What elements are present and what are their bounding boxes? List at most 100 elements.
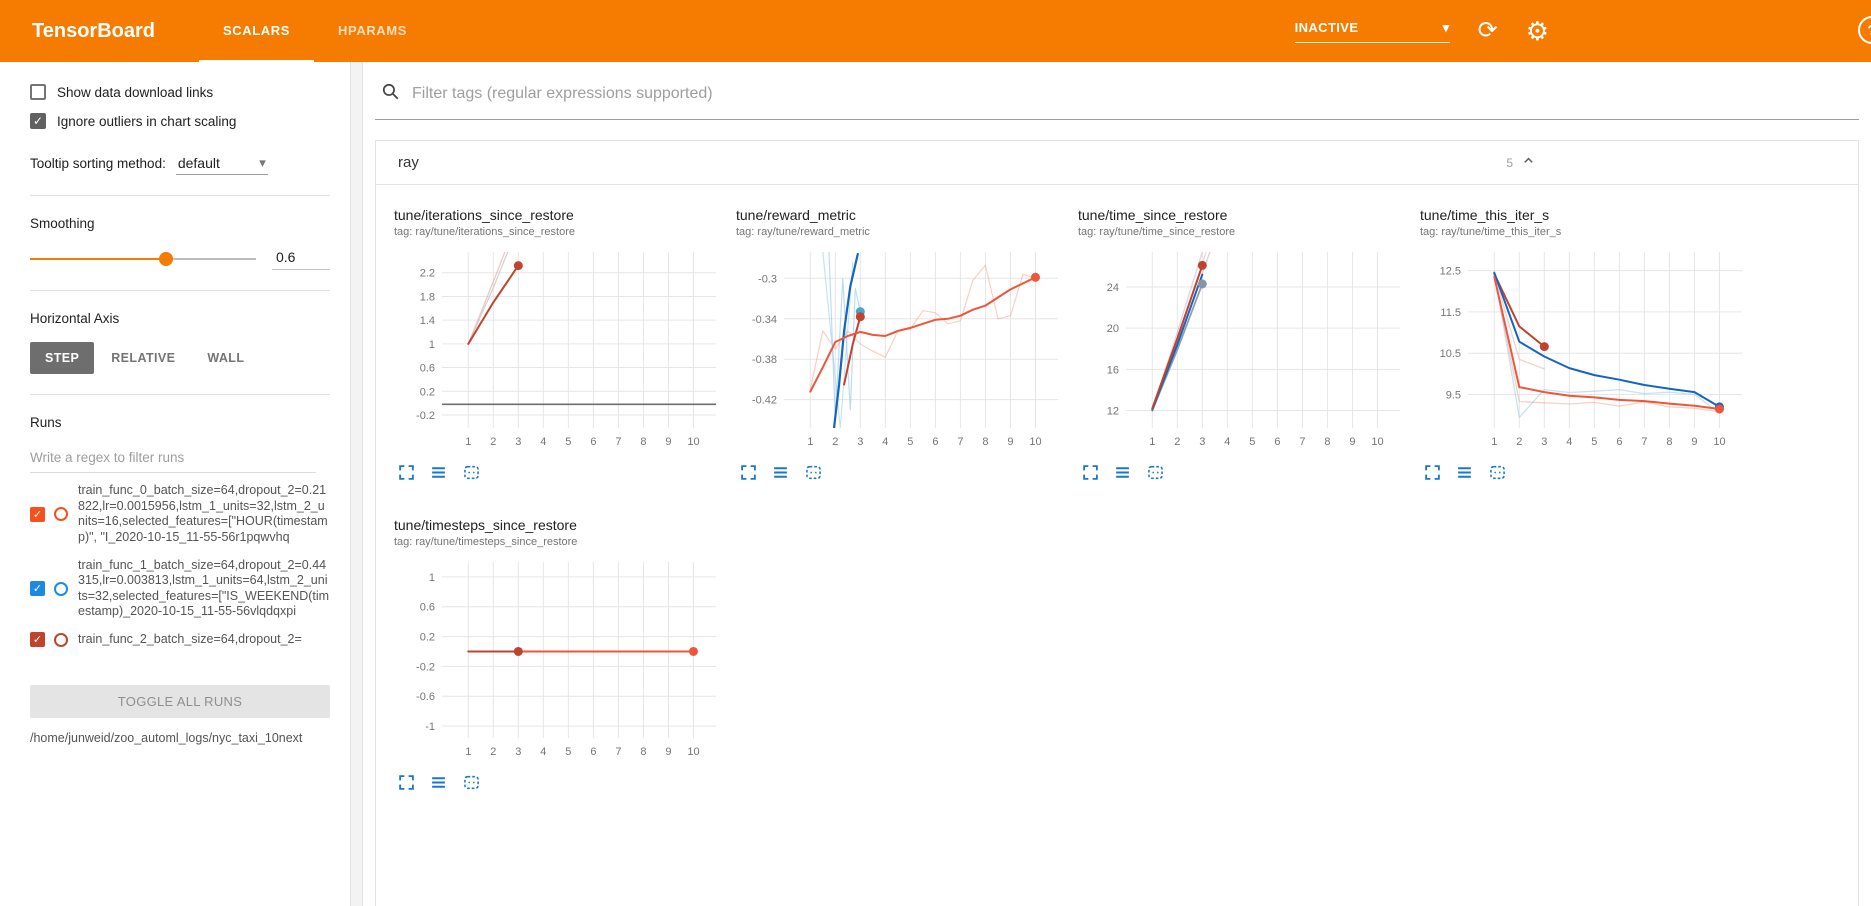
svg-text:6: 6 [1274, 436, 1280, 448]
runs-filter-input[interactable] [30, 446, 316, 473]
svg-text:7: 7 [1299, 436, 1305, 448]
tooltip-sorting-dropdown[interactable]: default [175, 153, 268, 175]
smoothing-slider-fill [30, 257, 166, 260]
chart-title: tune/time_this_iter_s [1420, 207, 1550, 223]
runs-menu-icon[interactable] [430, 774, 447, 791]
svg-text:10: 10 [1713, 436, 1725, 448]
fit-domain-icon[interactable] [1488, 464, 1507, 481]
card-collapse-control[interactable]: 5 [1506, 153, 1536, 173]
svg-text:16: 16 [1107, 364, 1119, 376]
svg-text:9: 9 [1007, 436, 1013, 448]
run-radio[interactable] [54, 507, 68, 522]
svg-text:1: 1 [807, 436, 813, 448]
svg-text:2: 2 [1174, 436, 1180, 448]
app-title: TensorBoard [32, 19, 155, 42]
run-radio[interactable] [54, 632, 68, 647]
runs-menu-icon[interactable] [1456, 464, 1473, 481]
chart-title: tune/timesteps_since_restore [394, 517, 577, 533]
refresh-icon[interactable] [1478, 19, 1498, 43]
ray-card-header[interactable]: ray 5 [376, 141, 1858, 185]
svg-text:6: 6 [932, 436, 938, 448]
svg-text:6: 6 [590, 746, 596, 758]
svg-text:5: 5 [1249, 436, 1255, 448]
svg-text:6: 6 [1616, 436, 1622, 448]
axis-wall-button[interactable]: WALL [207, 351, 245, 365]
tag-filter-input[interactable] [410, 84, 1853, 104]
expand-chart-icon[interactable] [398, 464, 415, 481]
svg-text:4: 4 [1224, 436, 1230, 448]
run-item: train_func_0_batch_size=64,dropout_2=0.2… [30, 483, 350, 546]
axis-step-button[interactable]: STEP [30, 342, 95, 374]
run-name: train_func_1_batch_size=64,dropout_2=0.4… [78, 557, 330, 619]
svg-text:1.4: 1.4 [420, 315, 435, 327]
smoothing-slider[interactable] [30, 251, 256, 266]
svg-text:0.2: 0.2 [420, 632, 435, 644]
runs-menu-icon[interactable] [430, 464, 447, 481]
chart-plot[interactable]: 1 2 3 4 5 6 7 8 9 10 9.5 10.5 11.5 12.5 [1420, 244, 1756, 454]
ignore-outliers-row[interactable]: Ignore outliers in chart scaling [30, 113, 350, 129]
main-layout: Show data download links Ignore outliers… [0, 62, 1871, 906]
chart-plot[interactable]: 1 2 3 4 5 6 7 8 9 10 -0.42 -0.38 -0.34 -0.3 [736, 244, 1072, 454]
svg-text:-0.2: -0.2 [416, 661, 435, 673]
svg-text:7: 7 [957, 436, 963, 448]
chart-plot[interactable]: 1 2 3 4 5 6 7 8 9 10 -1 -0.6 -0.2 0.2 0.6 1 [394, 554, 730, 764]
expand-chart-icon[interactable] [398, 774, 415, 791]
runs-menu-icon[interactable] [772, 464, 789, 481]
tooltip-sorting-label: Tooltip sorting method: [30, 155, 166, 171]
ignore-outliers-checkbox[interactable] [30, 113, 46, 129]
run-checkbox[interactable] [30, 506, 45, 522]
chart-card: tune/timesteps_since_restore tag: ray/tun… [394, 517, 730, 791]
svg-text:12.5: 12.5 [1440, 266, 1461, 278]
chart-toolbar [394, 464, 730, 481]
svg-text:4: 4 [882, 436, 888, 448]
log-directory-path: /home/junweid/zoo_automl_logs/nyc_taxi_1… [30, 731, 303, 745]
fit-domain-icon[interactable] [462, 464, 481, 481]
sidebar-scrollbar[interactable] [350, 62, 363, 906]
run-status-dropdown[interactable]: INACTIVE [1294, 20, 1450, 43]
search-icon [381, 82, 400, 106]
runs-menu-icon[interactable] [1114, 464, 1131, 481]
svg-text:-0.3: -0.3 [758, 273, 777, 285]
svg-text:9: 9 [1691, 436, 1697, 448]
expand-chart-icon[interactable] [1082, 464, 1099, 481]
run-radio[interactable] [54, 581, 68, 596]
fit-domain-icon[interactable] [462, 774, 481, 791]
svg-text:1: 1 [1149, 436, 1155, 448]
run-checkbox[interactable] [30, 581, 45, 597]
svg-text:4: 4 [1566, 436, 1572, 448]
runs-list: train_func_0_batch_size=64,dropout_2=0.2… [30, 483, 350, 683]
toggle-all-runs-button[interactable]: TOGGLE ALL RUNS [30, 685, 330, 718]
tooltip-sorting-value: default [177, 154, 220, 171]
chart-plot[interactable]: 1 2 3 4 5 6 7 8 9 10 -0.2 0.2 0.6 1 1.4 1.8 2.2 [394, 244, 730, 454]
chart-tag: tag: ray/tune/iterations_since_restore [394, 226, 575, 238]
smoothing-value[interactable]: 0.6 [272, 247, 330, 270]
run-name: train_func_0_batch_size=64,dropout_2=0.2… [78, 483, 328, 544]
chart-title: tune/iterations_since_restore [394, 207, 574, 223]
fit-domain-icon[interactable] [804, 464, 823, 481]
show-download-links-checkbox[interactable] [30, 84, 46, 100]
chart-tag: tag: ray/tune/time_this_iter_s [1420, 226, 1562, 238]
expand-chart-icon[interactable] [740, 464, 757, 481]
svg-text:9: 9 [1349, 436, 1355, 448]
svg-text:2: 2 [832, 436, 838, 448]
svg-text:1: 1 [465, 746, 471, 758]
chart-tag: tag: ray/tune/time_since_restore [1078, 226, 1236, 238]
expand-chart-icon[interactable] [1424, 464, 1441, 481]
chart-toolbar [1420, 464, 1756, 481]
run-name: train_func_2_batch_size=64,dropout_2= [78, 632, 302, 646]
show-download-links-row[interactable]: Show data download links [30, 84, 350, 100]
tab-hparams[interactable]: HPARAMS [338, 22, 407, 38]
svg-text:10: 10 [1371, 436, 1383, 448]
axis-relative-button[interactable]: RELATIVE [111, 351, 176, 365]
run-status-label: INACTIVE [1294, 20, 1359, 35]
svg-text:0.2: 0.2 [420, 386, 435, 398]
svg-text:3: 3 [515, 746, 521, 758]
gear-icon[interactable] [1526, 18, 1549, 44]
svg-text:10: 10 [687, 436, 699, 448]
run-checkbox[interactable] [30, 632, 45, 648]
svg-text:-0.2: -0.2 [416, 410, 435, 422]
smoothing-slider-thumb[interactable] [158, 251, 173, 266]
fit-domain-icon[interactable] [1146, 464, 1165, 481]
tab-scalars[interactable]: SCALARS [198, 0, 315, 62]
